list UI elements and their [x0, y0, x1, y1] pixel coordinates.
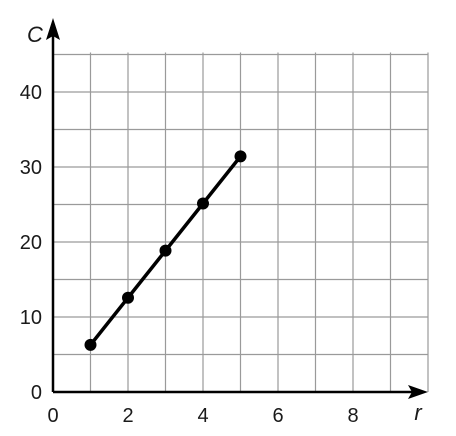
- data-point: [159, 244, 172, 257]
- y-tick-labels: 0 10 20 30 40: [20, 82, 42, 404]
- y-tick-label: 0: [31, 382, 42, 404]
- x-tick-label: 2: [122, 405, 133, 427]
- x-axis-arrowhead: [408, 385, 428, 399]
- y-tick-label: 10: [20, 307, 42, 329]
- y-tick-label: 20: [20, 232, 42, 254]
- y-tick-label: 30: [20, 157, 42, 179]
- x-tick-label: 8: [347, 405, 358, 427]
- data-point: [197, 197, 209, 210]
- data-point: [84, 338, 97, 351]
- data-point: [122, 291, 134, 304]
- x-tick-labels: 0 2 4 6 8: [47, 405, 358, 427]
- data-series: [84, 150, 247, 351]
- x-axis-label: r: [414, 400, 423, 425]
- data-point: [234, 150, 247, 163]
- axes: [46, 18, 428, 399]
- grid-lines: [53, 52, 429, 392]
- y-axis-label: C: [27, 22, 43, 47]
- x-tick-label: 4: [197, 405, 208, 427]
- x-tick-label: 6: [272, 405, 283, 427]
- x-tick-label: 0: [47, 405, 58, 427]
- y-tick-label: 40: [20, 82, 42, 104]
- y-axis-arrowhead: [46, 18, 60, 40]
